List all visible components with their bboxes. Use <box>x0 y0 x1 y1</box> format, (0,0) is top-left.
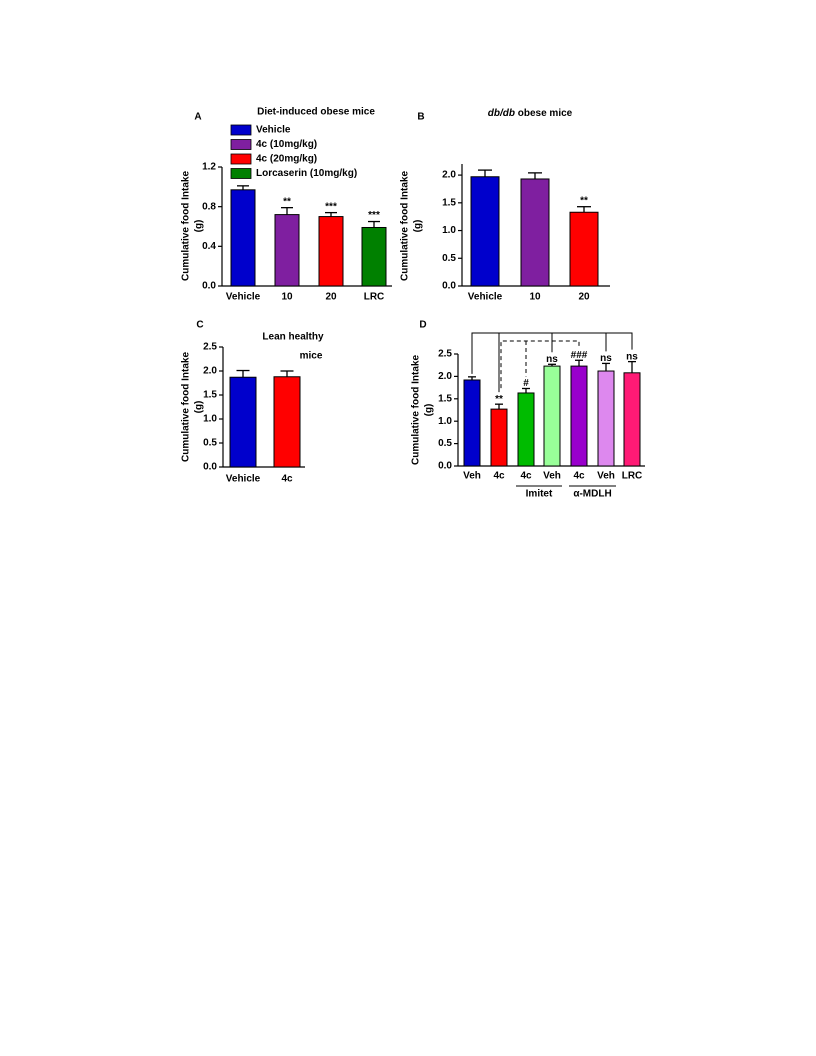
y-tick-label: 0.5 <box>203 438 217 449</box>
y-axis-label: Cumulative food Intake <box>400 171 411 281</box>
panel-label: D <box>419 320 426 331</box>
y-tick-label: 2.0 <box>203 366 217 377</box>
y-tick-label: 2.5 <box>438 349 452 360</box>
chart-title: db/db obese mice <box>488 108 573 119</box>
y-axis-label: Cumulative food Intake <box>181 352 192 462</box>
y-tick-label: 0.0 <box>438 461 452 472</box>
panel-label: C <box>196 320 203 331</box>
x-tick-label: Vehicle <box>226 474 261 485</box>
group-label: α-MDLH <box>573 489 611 500</box>
significance-label: ** <box>283 196 291 207</box>
title-text: obese mice <box>518 108 573 119</box>
bar <box>361 226 387 287</box>
x-tick-label: Veh <box>597 471 615 482</box>
title-italic: db/db <box>488 108 515 119</box>
significance-label: ### <box>571 350 588 361</box>
significance-label: # <box>523 378 529 389</box>
significance-label: *** <box>325 201 337 212</box>
y-tick-label: 0.8 <box>202 201 216 212</box>
panel-label: B <box>417 112 424 123</box>
y-tick-label: 0.0 <box>442 281 456 292</box>
y-tick-label: 1.2 <box>202 162 216 173</box>
y-tick-label: 0.4 <box>202 241 216 252</box>
x-tick-label: Veh <box>463 471 481 482</box>
y-tick-label: 1.5 <box>438 393 452 404</box>
bar <box>274 214 300 287</box>
legend-swatch <box>230 124 252 136</box>
bar <box>230 189 256 287</box>
x-tick-label: 4c <box>493 471 505 482</box>
legend-label: Lorcaserin (10mg/kg) <box>256 168 357 179</box>
x-tick-label: LRC <box>364 292 385 303</box>
y-tick-label: 2.0 <box>438 371 452 382</box>
y-tick-label: 1.0 <box>442 225 456 236</box>
bar <box>543 365 561 467</box>
y-tick-label: 2.5 <box>203 342 217 353</box>
bar <box>517 392 535 467</box>
y-tick-label: 0.0 <box>202 281 216 292</box>
x-tick-label: 4c <box>281 474 293 485</box>
x-tick-label: Vehicle <box>226 292 261 303</box>
panel-label: A <box>194 112 201 123</box>
group-label: Imitet <box>526 489 553 500</box>
bar <box>470 176 500 287</box>
bar <box>490 408 508 467</box>
y-axis-label: (g) <box>194 401 205 414</box>
bar <box>597 370 615 467</box>
legend-label: Vehicle <box>256 125 291 136</box>
chart-title: Lean healthy <box>262 332 324 343</box>
y-tick-label: 1.0 <box>203 414 217 425</box>
bar <box>570 365 588 467</box>
y-axis-label: (g) <box>413 220 424 233</box>
significance-label: ** <box>495 394 503 405</box>
comparison-bracket-dashed <box>500 340 580 389</box>
chart-title: Diet-induced obese mice <box>257 107 375 118</box>
significance-label: ns <box>600 353 612 364</box>
y-axis-label: Cumulative food Intake <box>411 355 422 465</box>
significance-label: ** <box>580 195 588 206</box>
bar <box>273 376 301 468</box>
legend-label: 4c (20mg/kg) <box>256 154 317 165</box>
significance-label: ns <box>546 354 558 365</box>
x-tick-label: 20 <box>325 292 337 303</box>
bar <box>623 372 641 467</box>
legend-label: 4c (10mg/kg) <box>256 139 317 150</box>
bar <box>318 216 344 287</box>
y-tick-label: 0.5 <box>438 438 452 449</box>
y-axis-label: (g) <box>424 404 435 417</box>
x-tick-label: 10 <box>281 292 293 303</box>
y-tick-label: 2.0 <box>442 170 456 181</box>
y-tick-label: 1.5 <box>203 390 217 401</box>
significance-label: *** <box>368 210 380 221</box>
x-tick-label: 4c <box>520 471 532 482</box>
legend-swatch <box>230 168 252 179</box>
y-axis-label: (g) <box>194 220 205 233</box>
y-tick-label: 0.5 <box>442 253 456 264</box>
y-tick-label: 1.5 <box>442 197 456 208</box>
x-tick-label: 20 <box>578 292 590 303</box>
bar <box>520 178 550 287</box>
chart-title: mice <box>300 351 323 362</box>
y-tick-label: 1.0 <box>438 416 452 427</box>
significance-label: ns <box>626 351 638 362</box>
legend-swatch <box>230 153 252 165</box>
y-tick-label: 0.0 <box>203 462 217 473</box>
x-tick-label: Vehicle <box>468 292 503 303</box>
x-tick-label: 10 <box>529 292 541 303</box>
legend-swatch <box>230 139 252 150</box>
x-tick-label: Veh <box>543 471 561 482</box>
x-tick-label: 4c <box>573 471 585 482</box>
x-tick-label: LRC <box>622 471 643 482</box>
bar <box>463 379 481 467</box>
bar <box>229 376 257 468</box>
y-axis-label: Cumulative food Intake <box>181 171 192 281</box>
bar <box>569 211 599 287</box>
comparison-bracket <box>471 332 633 393</box>
